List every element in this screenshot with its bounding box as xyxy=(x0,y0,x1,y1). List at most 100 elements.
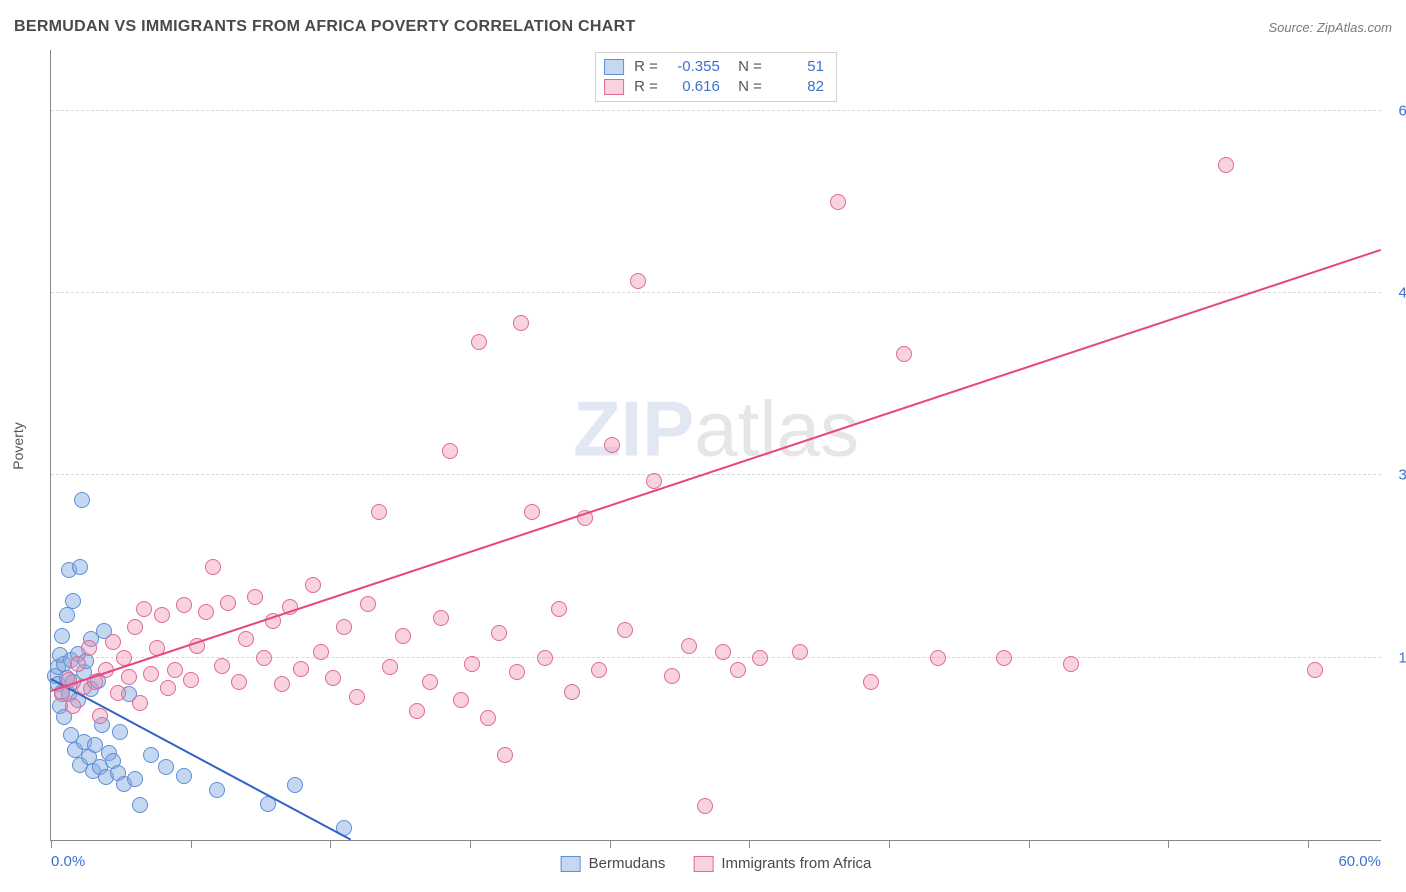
y-tick-label: 15.0% xyxy=(1398,649,1406,666)
data-point xyxy=(154,607,170,623)
x-tick xyxy=(749,840,750,848)
data-point xyxy=(792,644,808,660)
data-point xyxy=(371,504,387,520)
data-point xyxy=(59,607,75,623)
legend-item-1: Immigrants from Africa xyxy=(693,855,871,872)
chart-source: Source: ZipAtlas.com xyxy=(1268,20,1392,35)
swatch-0 xyxy=(604,59,624,75)
data-point xyxy=(491,625,507,641)
data-point xyxy=(247,589,263,605)
x-tick xyxy=(51,840,52,848)
data-point xyxy=(121,669,137,685)
data-point xyxy=(305,577,321,593)
data-point xyxy=(65,698,81,714)
data-point xyxy=(136,601,152,617)
legend-label-0: Bermudans xyxy=(589,855,666,872)
y-tick-label: 45.0% xyxy=(1398,285,1406,302)
data-point xyxy=(274,676,290,692)
data-point xyxy=(92,708,108,724)
data-point xyxy=(287,777,303,793)
stats-legend: R = -0.355 N = 51 R = 0.616 N = 82 xyxy=(595,52,837,102)
watermark: ZIPatlas xyxy=(573,384,859,475)
data-point xyxy=(480,710,496,726)
x-tick-label: 60.0% xyxy=(1338,853,1381,870)
data-point xyxy=(209,782,225,798)
data-point xyxy=(604,437,620,453)
data-point xyxy=(564,684,580,700)
y-axis-label: Poverty xyxy=(10,422,26,469)
data-point xyxy=(896,346,912,362)
data-point xyxy=(160,680,176,696)
data-point xyxy=(630,273,646,289)
legend-swatch-0 xyxy=(561,856,581,872)
data-point xyxy=(409,703,425,719)
data-point xyxy=(112,724,128,740)
x-tick xyxy=(1308,840,1309,848)
data-point xyxy=(681,638,697,654)
data-point xyxy=(54,628,70,644)
data-point xyxy=(730,662,746,678)
data-point xyxy=(313,644,329,660)
data-point xyxy=(176,768,192,784)
data-point xyxy=(1218,157,1234,173)
data-point xyxy=(697,798,713,814)
data-point xyxy=(110,685,126,701)
data-point xyxy=(513,315,529,331)
data-point xyxy=(72,559,88,575)
x-tick xyxy=(191,840,192,848)
data-point xyxy=(256,650,272,666)
data-point xyxy=(143,666,159,682)
data-point xyxy=(231,674,247,690)
data-point xyxy=(198,604,214,620)
data-point xyxy=(238,631,254,647)
series-legend: Bermudans Immigrants from Africa xyxy=(561,855,872,872)
data-point xyxy=(996,650,1012,666)
data-point xyxy=(395,628,411,644)
data-point xyxy=(205,559,221,575)
data-point xyxy=(132,797,148,813)
plot-area: ZIPatlas R = -0.355 N = 51 R = 0.616 N =… xyxy=(50,50,1381,841)
data-point xyxy=(453,692,469,708)
data-point xyxy=(143,747,159,763)
data-point xyxy=(325,670,341,686)
legend-item-0: Bermudans xyxy=(561,855,666,872)
data-point xyxy=(158,759,174,775)
y-tick-label: 30.0% xyxy=(1398,467,1406,484)
stats-row-0: R = -0.355 N = 51 xyxy=(604,57,824,77)
y-tick-label: 60.0% xyxy=(1398,102,1406,119)
data-point xyxy=(830,194,846,210)
data-point xyxy=(349,689,365,705)
x-tick xyxy=(889,840,890,848)
x-tick xyxy=(330,840,331,848)
x-tick xyxy=(1029,840,1030,848)
data-point xyxy=(471,334,487,350)
data-point xyxy=(214,658,230,674)
data-point xyxy=(293,661,309,677)
data-point xyxy=(509,664,525,680)
data-point xyxy=(551,601,567,617)
legend-swatch-1 xyxy=(693,856,713,872)
data-point xyxy=(183,672,199,688)
x-tick xyxy=(470,840,471,848)
data-point xyxy=(752,650,768,666)
x-tick xyxy=(610,840,611,848)
trend-line xyxy=(51,249,1382,692)
data-point xyxy=(930,650,946,666)
data-point xyxy=(442,443,458,459)
data-point xyxy=(127,771,143,787)
data-point xyxy=(220,595,236,611)
data-point xyxy=(464,656,480,672)
data-point xyxy=(664,668,680,684)
data-point xyxy=(863,674,879,690)
gridline xyxy=(51,292,1381,293)
data-point xyxy=(127,619,143,635)
x-tick-label: 0.0% xyxy=(51,853,85,870)
data-point xyxy=(105,634,121,650)
data-point xyxy=(715,644,731,660)
data-point xyxy=(132,695,148,711)
data-point xyxy=(81,640,97,656)
data-point xyxy=(74,492,90,508)
x-tick xyxy=(1168,840,1169,848)
data-point xyxy=(382,659,398,675)
data-point xyxy=(1063,656,1079,672)
